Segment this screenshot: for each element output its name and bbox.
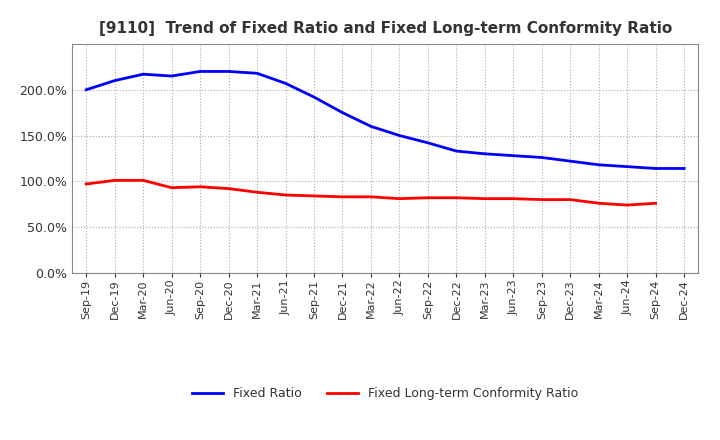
Fixed Ratio	[196, 69, 204, 74]
Fixed Ratio	[338, 110, 347, 115]
Fixed Ratio	[480, 151, 489, 157]
Line: Fixed Ratio: Fixed Ratio	[86, 71, 684, 169]
Fixed Long-term Conformity Ratio	[253, 190, 261, 195]
Fixed Long-term Conformity Ratio	[537, 197, 546, 202]
Fixed Ratio	[366, 124, 375, 129]
Fixed Long-term Conformity Ratio	[623, 202, 631, 208]
Fixed Ratio	[509, 153, 518, 158]
Fixed Ratio	[423, 140, 432, 146]
Fixed Long-term Conformity Ratio	[167, 185, 176, 191]
Fixed Long-term Conformity Ratio	[423, 195, 432, 200]
Fixed Ratio	[310, 95, 318, 100]
Fixed Ratio	[139, 72, 148, 77]
Fixed Long-term Conformity Ratio	[595, 201, 603, 206]
Fixed Long-term Conformity Ratio	[82, 181, 91, 187]
Fixed Ratio	[566, 158, 575, 164]
Fixed Ratio	[623, 164, 631, 169]
Fixed Ratio	[110, 78, 119, 83]
Fixed Long-term Conformity Ratio	[282, 192, 290, 198]
Fixed Ratio	[652, 166, 660, 171]
Fixed Long-term Conformity Ratio	[338, 194, 347, 199]
Fixed Long-term Conformity Ratio	[366, 194, 375, 199]
Line: Fixed Long-term Conformity Ratio: Fixed Long-term Conformity Ratio	[86, 180, 656, 205]
Fixed Ratio	[282, 81, 290, 86]
Fixed Long-term Conformity Ratio	[110, 178, 119, 183]
Fixed Long-term Conformity Ratio	[566, 197, 575, 202]
Fixed Ratio	[253, 71, 261, 76]
Fixed Long-term Conformity Ratio	[652, 201, 660, 206]
Fixed Long-term Conformity Ratio	[452, 195, 461, 200]
Fixed Long-term Conformity Ratio	[139, 178, 148, 183]
Title: [9110]  Trend of Fixed Ratio and Fixed Long-term Conformity Ratio: [9110] Trend of Fixed Ratio and Fixed Lo…	[99, 21, 672, 36]
Fixed Ratio	[225, 69, 233, 74]
Fixed Ratio	[395, 133, 404, 138]
Fixed Ratio	[167, 73, 176, 79]
Fixed Ratio	[537, 155, 546, 160]
Fixed Long-term Conformity Ratio	[480, 196, 489, 202]
Fixed Long-term Conformity Ratio	[395, 196, 404, 202]
Fixed Long-term Conformity Ratio	[509, 196, 518, 202]
Fixed Ratio	[680, 166, 688, 171]
Fixed Long-term Conformity Ratio	[225, 186, 233, 191]
Fixed Long-term Conformity Ratio	[310, 193, 318, 198]
Fixed Long-term Conformity Ratio	[196, 184, 204, 189]
Fixed Ratio	[82, 87, 91, 92]
Legend: Fixed Ratio, Fixed Long-term Conformity Ratio: Fixed Ratio, Fixed Long-term Conformity …	[187, 382, 583, 405]
Fixed Ratio	[452, 148, 461, 154]
Fixed Ratio	[595, 162, 603, 168]
